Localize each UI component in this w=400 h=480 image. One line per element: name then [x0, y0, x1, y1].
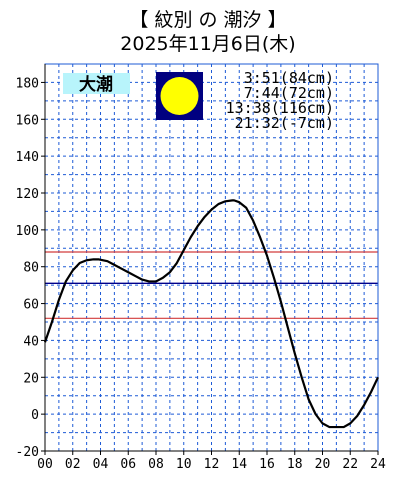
- x-tick-label: 18: [287, 457, 303, 472]
- tide-event: 7:44(72cm): [244, 84, 334, 102]
- x-tick-label: 24: [370, 457, 386, 472]
- y-tick-label: -20: [16, 445, 39, 460]
- x-tick-label: 12: [204, 457, 220, 472]
- tide-event: 21:32(-7cm): [235, 114, 334, 132]
- y-tick-label: 20: [23, 371, 39, 386]
- tide-curve: [43, 199, 379, 429]
- y-tick-label: 60: [23, 298, 39, 313]
- x-tick-label: 00: [37, 457, 53, 472]
- x-tick-label: 22: [342, 457, 358, 472]
- reference-lines: [45, 251, 378, 319]
- y-tick-label: 0: [31, 408, 39, 423]
- x-tick-label: 02: [65, 457, 81, 472]
- x-tick-label: 06: [120, 457, 136, 472]
- y-tick-label: 80: [23, 261, 39, 276]
- y-tick-label: 100: [16, 224, 39, 239]
- x-tick-label: 04: [93, 457, 109, 472]
- full-moon-icon: [160, 77, 199, 115]
- y-tick-label: 120: [16, 187, 39, 202]
- chart-date: 2025年11月6日(木): [120, 33, 295, 55]
- tide-event: 3:51(84cm): [244, 69, 334, 87]
- x-tick-label: 08: [148, 457, 164, 472]
- x-tick-labels: 00 02 04 06 08 10 12 14 16 18 20 22 24: [37, 451, 386, 472]
- tide-type-badge: [63, 73, 130, 94]
- x-tick-label: 14: [231, 457, 247, 472]
- y-tick-label: 140: [16, 150, 39, 165]
- tide-event-list: 3:51(84cm)7:44(72cm)13:38(116cm)21:32(-7…: [226, 69, 334, 132]
- chart-title: 【 紋別 の 潮汐 】: [129, 9, 286, 31]
- x-tick-label: 20: [315, 457, 331, 472]
- tide-event: 13:38(116cm): [226, 99, 334, 117]
- y-tick-labels: -20 0 20 40 60 80 100 120 140 160 180: [16, 76, 45, 460]
- tide-type-label: 大潮: [79, 74, 113, 95]
- y-tick-label: 40: [23, 334, 39, 349]
- x-tick-label: 16: [259, 457, 275, 472]
- x-tick-label: 10: [176, 457, 192, 472]
- y-tick-label: 180: [16, 76, 39, 91]
- y-tick-label: 160: [16, 113, 39, 128]
